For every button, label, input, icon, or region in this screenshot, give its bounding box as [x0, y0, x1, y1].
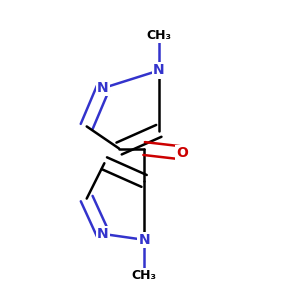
- Text: O: O: [176, 146, 188, 160]
- Text: N: N: [153, 64, 165, 77]
- Text: CH₃: CH₃: [146, 29, 171, 42]
- Text: N: N: [97, 81, 109, 95]
- Text: N: N: [138, 233, 150, 247]
- Text: CH₃: CH₃: [132, 268, 157, 282]
- Text: N: N: [97, 227, 109, 241]
